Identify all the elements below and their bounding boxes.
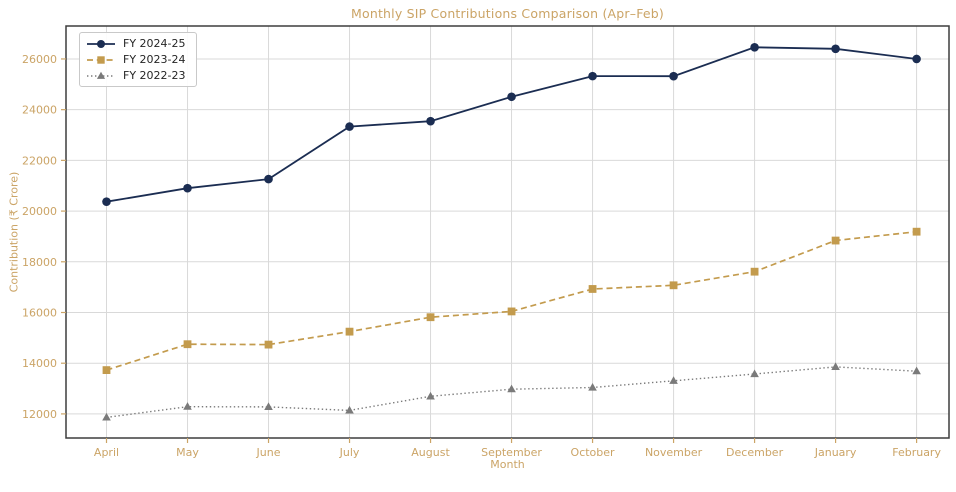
data-point-marker <box>426 313 435 322</box>
x-tick-label: July <box>339 446 360 459</box>
line-triangle-marker-icon <box>87 71 115 79</box>
data-point-marker <box>831 362 840 370</box>
x-tick-label: April <box>94 446 119 459</box>
legend-label: FY 2024-25 <box>123 37 186 50</box>
data-point-marker <box>345 405 354 414</box>
data-point-marker <box>831 236 840 245</box>
data-point-marker <box>507 384 516 393</box>
y-tick-label: 26000 <box>22 53 57 66</box>
y-tick-label: 14000 <box>22 357 57 370</box>
series-fy-2024-25 <box>102 43 921 206</box>
legend-item-fy-2024-25: FY 2024-25 <box>86 37 186 50</box>
y-tick-label: 20000 <box>22 205 57 218</box>
data-point-marker <box>750 267 759 276</box>
x-tick-label: December <box>726 446 784 459</box>
data-point-marker <box>669 281 678 290</box>
data-point-marker <box>588 71 597 81</box>
data-point-marker <box>102 366 111 375</box>
data-point-marker <box>507 307 516 316</box>
series-fy-2023-24 <box>102 227 921 375</box>
legend-item-fy-2023-24: FY 2023-24 <box>86 53 186 66</box>
x-tick-label: June <box>256 446 281 459</box>
y-tick-label: 24000 <box>22 104 57 117</box>
data-point-marker <box>912 366 921 375</box>
data-point-marker <box>669 71 678 81</box>
data-point-marker <box>588 383 597 391</box>
x-tick-label: January <box>814 446 857 459</box>
y-tick-label: 22000 <box>22 154 57 167</box>
y-tick-label: 18000 <box>22 256 57 269</box>
x-tick-label: November <box>645 446 703 459</box>
x-tick-label: October <box>571 446 615 459</box>
x-tick-label: August <box>411 446 450 459</box>
x-tick-label: September <box>481 446 542 459</box>
y-tick-label: 16000 <box>22 306 57 319</box>
data-point-marker <box>183 340 192 349</box>
legend-label: FY 2023-24 <box>123 53 186 66</box>
data-point-marker <box>183 402 192 410</box>
data-point-marker <box>750 43 759 52</box>
data-point-marker <box>912 54 921 64</box>
data-point-marker <box>264 340 273 349</box>
data-point-marker <box>97 55 105 64</box>
data-point-marker <box>507 92 516 102</box>
data-point-marker <box>669 376 678 384</box>
data-point-marker <box>750 369 759 378</box>
legend-item-fy-2022-23: FY 2022-23 <box>86 69 186 82</box>
data-point-marker <box>264 402 273 411</box>
data-point-marker <box>345 327 354 336</box>
plot-frame <box>65 25 950 439</box>
line-circle-marker-icon <box>87 39 115 48</box>
data-point-marker <box>345 122 354 131</box>
legend-label: FY 2022-23 <box>123 69 186 82</box>
x-axis-label: Month <box>490 458 525 471</box>
data-point-marker <box>183 183 192 193</box>
chart-title: Monthly SIP Contributions Comparison (Ap… <box>350 6 665 21</box>
data-point-marker <box>96 71 106 79</box>
data-point-marker <box>831 44 840 54</box>
x-tick-label: February <box>892 446 941 459</box>
legend: FY 2024-25 FY 2023-24 FY 2022-23 <box>79 32 197 87</box>
data-point-marker <box>426 116 435 126</box>
series-fy-2022-23 <box>102 362 921 421</box>
x-tick-label: May <box>176 446 199 459</box>
data-point-marker <box>912 227 921 236</box>
data-point-marker <box>102 412 111 421</box>
data-point-marker <box>588 285 597 293</box>
data-point-marker <box>426 391 435 400</box>
y-tick-label: 12000 <box>22 408 57 421</box>
line-square-marker-icon <box>87 55 115 64</box>
data-point-marker <box>102 197 111 206</box>
data-point-marker <box>97 39 105 48</box>
data-point-marker <box>264 174 273 184</box>
